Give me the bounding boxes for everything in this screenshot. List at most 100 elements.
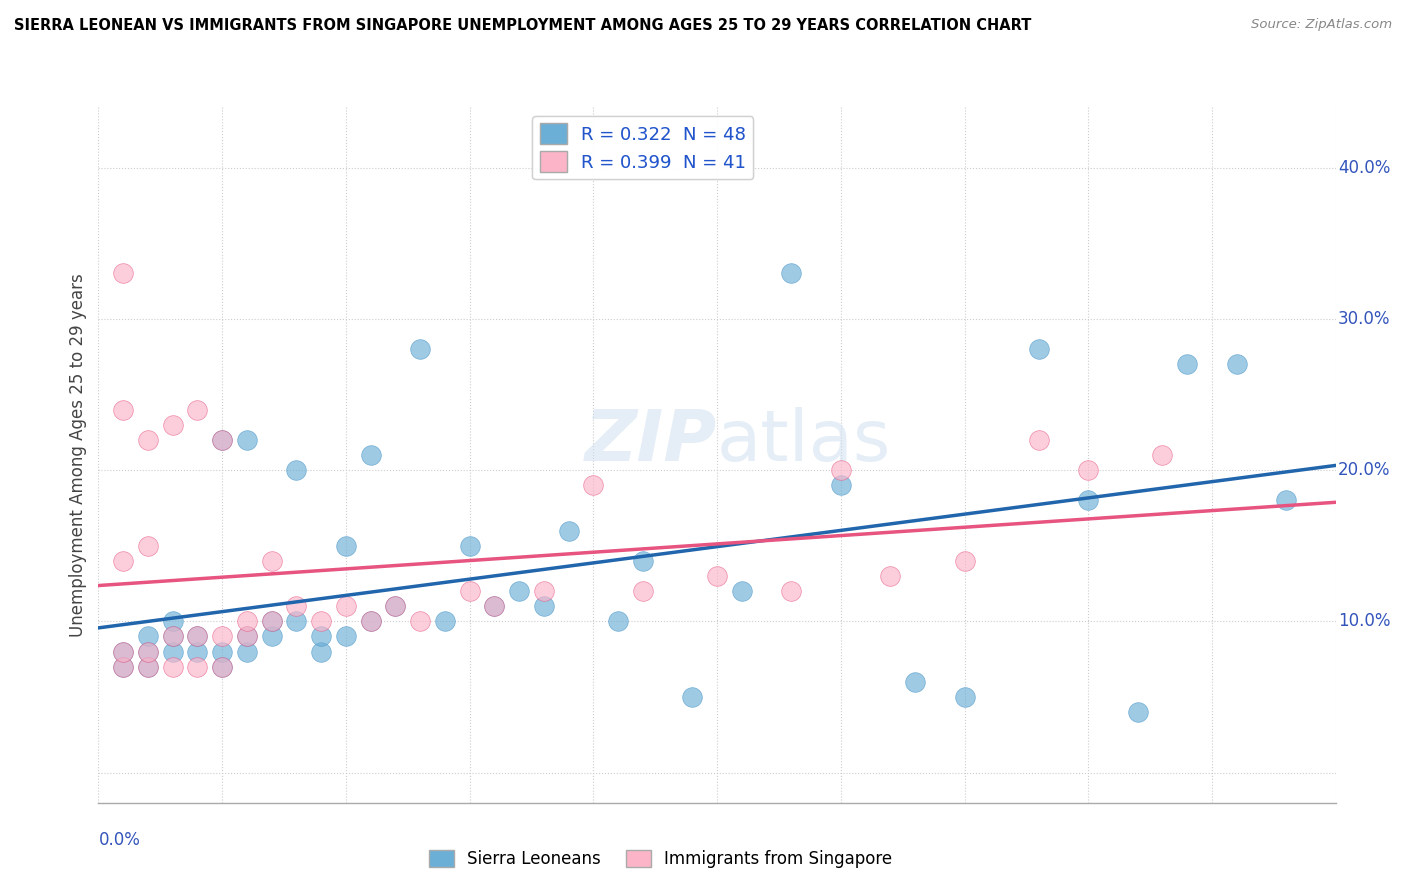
Point xyxy=(236,433,259,447)
Point xyxy=(384,599,406,614)
Text: SIERRA LEONEAN VS IMMIGRANTS FROM SINGAPORE UNEMPLOYMENT AMONG AGES 25 TO 29 YEA: SIERRA LEONEAN VS IMMIGRANTS FROM SINGAP… xyxy=(14,18,1032,33)
Point xyxy=(1175,357,1198,371)
Point xyxy=(136,433,159,447)
Point xyxy=(458,584,481,599)
Point xyxy=(236,615,259,629)
Point xyxy=(162,659,184,673)
Point xyxy=(112,659,135,673)
Point xyxy=(904,674,927,689)
Point xyxy=(607,615,630,629)
Point xyxy=(409,615,432,629)
Point xyxy=(309,644,332,658)
Point xyxy=(879,569,901,583)
Point xyxy=(309,615,332,629)
Point xyxy=(631,554,654,568)
Point xyxy=(780,584,803,599)
Text: ZIP: ZIP xyxy=(585,407,717,475)
Point xyxy=(384,599,406,614)
Text: 10.0%: 10.0% xyxy=(1339,612,1391,631)
Point xyxy=(1226,357,1249,371)
Text: 30.0%: 30.0% xyxy=(1339,310,1391,327)
Point xyxy=(360,615,382,629)
Point xyxy=(136,539,159,553)
Point xyxy=(508,584,530,599)
Point xyxy=(236,629,259,643)
Point xyxy=(162,629,184,643)
Text: 0.0%: 0.0% xyxy=(98,830,141,848)
Point xyxy=(631,584,654,599)
Point xyxy=(211,659,233,673)
Point xyxy=(211,659,233,673)
Point xyxy=(285,615,308,629)
Point xyxy=(136,659,159,673)
Point xyxy=(162,615,184,629)
Point xyxy=(953,690,976,704)
Point xyxy=(186,659,208,673)
Point xyxy=(260,629,283,643)
Point xyxy=(162,629,184,643)
Point xyxy=(360,448,382,462)
Point xyxy=(136,644,159,658)
Point xyxy=(186,402,208,417)
Point xyxy=(433,615,456,629)
Text: 20.0%: 20.0% xyxy=(1339,461,1391,479)
Point xyxy=(706,569,728,583)
Point xyxy=(260,615,283,629)
Point xyxy=(830,463,852,477)
Point xyxy=(162,644,184,658)
Point xyxy=(285,599,308,614)
Point xyxy=(533,599,555,614)
Point xyxy=(309,629,332,643)
Point xyxy=(112,659,135,673)
Point xyxy=(360,615,382,629)
Point xyxy=(335,599,357,614)
Point xyxy=(484,599,506,614)
Legend: R = 0.322  N = 48, R = 0.399  N = 41: R = 0.322 N = 48, R = 0.399 N = 41 xyxy=(533,116,754,179)
Point xyxy=(1028,433,1050,447)
Legend: Sierra Leoneans, Immigrants from Singapore: Sierra Leoneans, Immigrants from Singapo… xyxy=(422,843,900,875)
Point xyxy=(1126,705,1149,719)
Point xyxy=(211,433,233,447)
Point xyxy=(335,539,357,553)
Point xyxy=(236,644,259,658)
Text: 40.0%: 40.0% xyxy=(1339,159,1391,177)
Point xyxy=(186,629,208,643)
Point xyxy=(1152,448,1174,462)
Point xyxy=(1275,493,1298,508)
Point xyxy=(557,524,579,538)
Point xyxy=(458,539,481,553)
Point xyxy=(186,644,208,658)
Point xyxy=(136,644,159,658)
Point xyxy=(1077,493,1099,508)
Point xyxy=(211,629,233,643)
Point xyxy=(162,417,184,432)
Point xyxy=(112,554,135,568)
Point xyxy=(260,554,283,568)
Point xyxy=(409,342,432,356)
Point xyxy=(136,659,159,673)
Point xyxy=(136,629,159,643)
Point xyxy=(780,267,803,281)
Point xyxy=(211,433,233,447)
Point xyxy=(186,629,208,643)
Point xyxy=(260,615,283,629)
Point xyxy=(1077,463,1099,477)
Text: atlas: atlas xyxy=(717,407,891,475)
Point xyxy=(731,584,754,599)
Point xyxy=(112,267,135,281)
Point xyxy=(335,629,357,643)
Text: Source: ZipAtlas.com: Source: ZipAtlas.com xyxy=(1251,18,1392,31)
Point xyxy=(484,599,506,614)
Point xyxy=(285,463,308,477)
Point xyxy=(211,644,233,658)
Point xyxy=(953,554,976,568)
Point xyxy=(112,644,135,658)
Point xyxy=(681,690,703,704)
Point xyxy=(1028,342,1050,356)
Point xyxy=(830,478,852,492)
Y-axis label: Unemployment Among Ages 25 to 29 years: Unemployment Among Ages 25 to 29 years xyxy=(69,273,87,637)
Point xyxy=(582,478,605,492)
Point xyxy=(236,629,259,643)
Point xyxy=(112,644,135,658)
Point xyxy=(112,402,135,417)
